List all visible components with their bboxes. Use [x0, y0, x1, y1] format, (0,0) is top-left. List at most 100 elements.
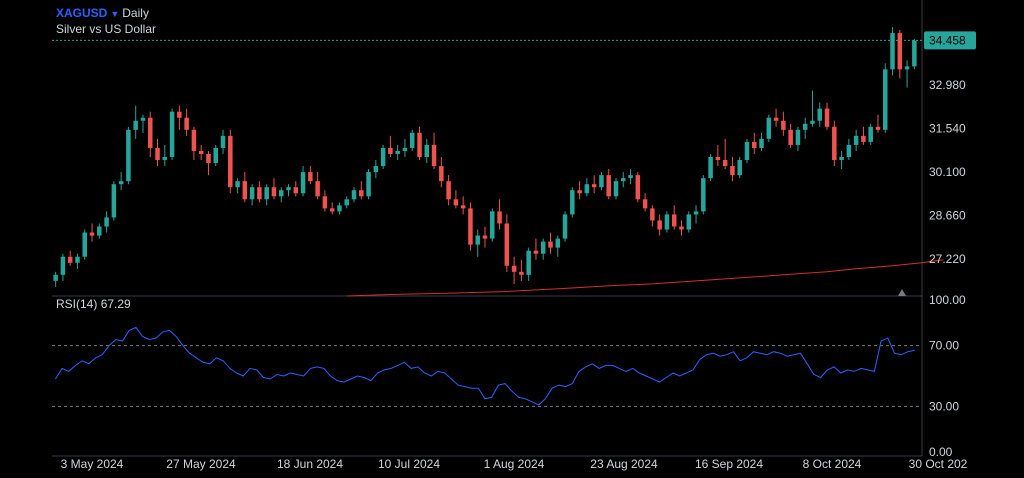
- candle: [846, 138, 852, 161]
- rsi-tick-label: 70.00: [929, 339, 959, 353]
- candle: [177, 105, 182, 130]
- price-tick-label: 27.220: [929, 252, 966, 266]
- candle: [875, 114, 881, 133]
- candle: [409, 129, 415, 151]
- time-tick-label: 1 Aug 2024: [484, 457, 545, 471]
- candle: [111, 181, 117, 221]
- candle: [162, 144, 168, 167]
- candle: [53, 271, 58, 287]
- candle-body: [752, 141, 757, 148]
- candle-body: [82, 232, 88, 257]
- candle: [832, 120, 837, 167]
- candle: [839, 150, 844, 170]
- rsi-tick-label: 0.00: [929, 445, 953, 459]
- rsi-legend: RSI(14) 67.29: [56, 297, 131, 311]
- chart-header: XAGUSD ▼ Daily: [56, 6, 149, 21]
- candle: [490, 208, 495, 242]
- candle-body: [548, 241, 553, 248]
- candle: [417, 126, 422, 161]
- candle-body: [701, 178, 706, 212]
- candle-body: [882, 69, 888, 130]
- candle: [766, 114, 772, 142]
- candle-body: [111, 184, 117, 218]
- candle-body: [286, 187, 291, 191]
- candle: [708, 153, 713, 182]
- symbol-label[interactable]: XAGUSD: [56, 6, 108, 20]
- candle: [373, 160, 379, 179]
- candle: [198, 144, 204, 161]
- candle: [300, 166, 306, 197]
- candle-body: [206, 153, 211, 164]
- candle-body: [453, 199, 459, 206]
- last-price-label: 34.458: [929, 33, 966, 47]
- candle-body: [373, 166, 379, 173]
- candle: [446, 175, 451, 206]
- candle-body: [169, 111, 175, 157]
- candle-body: [300, 172, 306, 194]
- candle: [453, 190, 459, 209]
- candle-body: [126, 129, 131, 182]
- candle-body: [861, 135, 866, 142]
- candlestick-layer: [53, 27, 917, 287]
- candle: [759, 132, 764, 151]
- candle: [548, 232, 553, 254]
- candle: [118, 172, 124, 191]
- candle-body: [664, 214, 670, 230]
- candle-body: [642, 199, 648, 209]
- candle-body: [591, 184, 597, 188]
- candle: [249, 184, 255, 206]
- price-tick-label: 31.540: [929, 122, 966, 136]
- chevron-down-icon[interactable]: ▼: [110, 9, 120, 19]
- candle: [912, 39, 917, 70]
- candle-body: [97, 226, 102, 236]
- rsi-indicator-value: 67.29: [100, 297, 131, 311]
- candle: [133, 105, 138, 139]
- candle-body: [271, 187, 277, 197]
- candle-body: [722, 160, 728, 167]
- candle: [904, 60, 910, 88]
- candle-body: [613, 181, 619, 197]
- candle-body: [257, 187, 262, 200]
- candle: [468, 202, 473, 251]
- candle: [722, 138, 728, 170]
- candle-body: [482, 235, 488, 239]
- candle-body: [315, 181, 320, 197]
- candle-body: [162, 157, 168, 161]
- candle-body: [235, 181, 240, 188]
- rsi-line: [54, 326, 915, 406]
- candle-body: [409, 132, 415, 148]
- candle-body: [213, 147, 218, 164]
- candle-body: [773, 117, 779, 121]
- candle: [817, 102, 823, 127]
- candle: [788, 123, 793, 148]
- candle-body: [671, 214, 677, 227]
- candle: [155, 138, 160, 167]
- candle: [642, 193, 648, 212]
- candle: [257, 181, 262, 203]
- candle: [75, 253, 80, 269]
- candle: [242, 172, 248, 203]
- candle: [686, 211, 692, 233]
- candle: [228, 129, 233, 194]
- candle-body: [191, 129, 197, 151]
- moving-average-layer: [346, 259, 944, 297]
- candle: [351, 187, 357, 203]
- candle: [104, 211, 109, 233]
- candle-body: [468, 208, 473, 245]
- candle-body: [278, 190, 284, 197]
- candle: [730, 157, 735, 182]
- timeframe-label[interactable]: Daily: [122, 6, 149, 20]
- candle-body: [344, 199, 349, 206]
- candle: [584, 178, 590, 197]
- candle-body: [730, 166, 735, 176]
- candle: [868, 123, 873, 145]
- candle: [402, 138, 408, 157]
- candle: [82, 229, 88, 260]
- scroll-marker-icon[interactable]: [898, 289, 906, 296]
- candle: [147, 111, 153, 157]
- candle-body: [249, 187, 255, 200]
- last-price-badge: [924, 31, 976, 50]
- candle: [366, 169, 371, 200]
- candle-body: [584, 184, 590, 194]
